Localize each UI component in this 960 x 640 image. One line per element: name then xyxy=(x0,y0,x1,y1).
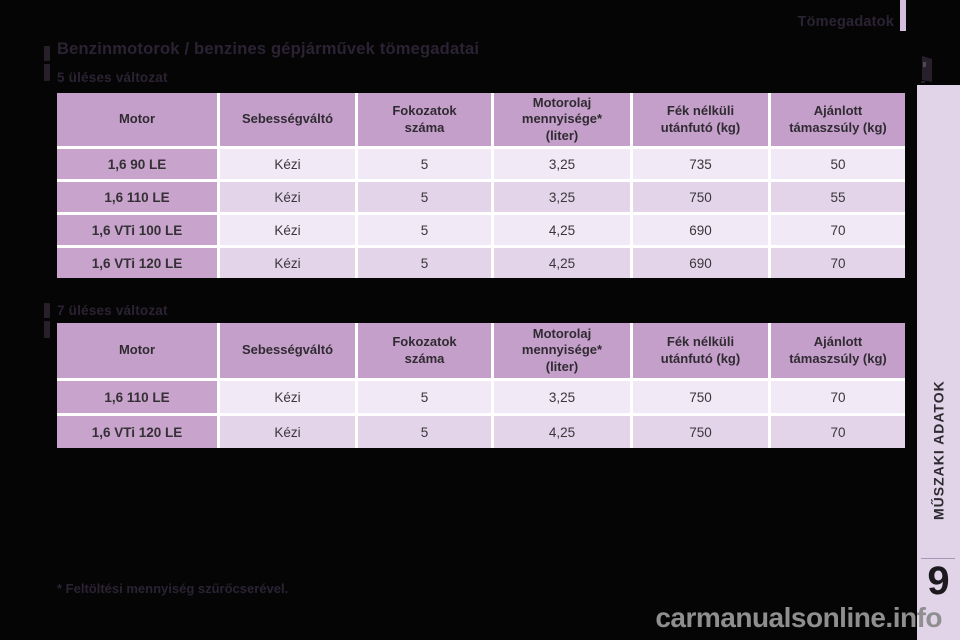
motor-label-cell: 1,6 110 LE xyxy=(57,182,217,212)
header-cell: Fokozatok száma xyxy=(358,93,491,146)
book-icon xyxy=(918,54,936,85)
value-cell: 70 xyxy=(771,215,905,245)
chapter-sidebar: MŰSZAKI ADATOK 9 xyxy=(917,85,960,640)
value-cell: 690 xyxy=(633,215,768,245)
value-cell: 750 xyxy=(633,182,768,212)
header-cell: Motorolaj mennyisége* (liter) xyxy=(494,93,630,146)
section-title-7-seat: 7 üléses változat xyxy=(57,303,168,318)
chapter-sidebar-label: MŰSZAKI ADATOK xyxy=(930,380,947,520)
value-cell: 70 xyxy=(771,416,905,448)
value-cell: 70 xyxy=(771,248,905,278)
header-cell: Ajánlott támaszsúly (kg) xyxy=(771,93,905,146)
value-cell: Kézi xyxy=(220,416,355,448)
value-cell: 5 xyxy=(358,215,491,245)
sidebar-divider xyxy=(921,558,955,559)
header-cell: Sebességváltó xyxy=(220,323,355,378)
value-cell: Kézi xyxy=(220,248,355,278)
section-title-5-seat: 5 üléses változat xyxy=(57,70,168,85)
page-title: Benzinmotorok / benzines gépjárművek töm… xyxy=(57,40,480,58)
section-ref-marker-icon xyxy=(42,303,51,338)
header-cell: Motor xyxy=(57,93,217,146)
value-cell: 5 xyxy=(358,149,491,179)
table-7-seat-variant: Motor Sebességváltó Fokozatok száma Motorol… xyxy=(57,323,905,448)
value-cell: 4,25 xyxy=(494,416,630,448)
value-cell: 70 xyxy=(771,381,905,413)
header-cell: Fék nélküli utánfutó (kg) xyxy=(633,323,768,378)
value-cell: 690 xyxy=(633,248,768,278)
header-cell: Fokozatok száma xyxy=(358,323,491,378)
value-cell: Kézi xyxy=(220,149,355,179)
value-cell: Kézi xyxy=(220,215,355,245)
value-cell: Kézi xyxy=(220,182,355,212)
header-cell: Motor xyxy=(57,323,217,378)
value-cell: 50 xyxy=(771,149,905,179)
motor-label-cell: 1,6 VTi 120 LE xyxy=(57,248,217,278)
value-cell: 750 xyxy=(633,416,768,448)
value-cell: 3,25 xyxy=(494,381,630,413)
value-cell: 5 xyxy=(358,248,491,278)
page-header-breadcrumb: Tömegadatok xyxy=(797,14,894,30)
header-cell: Fék nélküli utánfutó (kg) xyxy=(633,93,768,146)
value-cell: 5 xyxy=(358,416,491,448)
section-ref-marker-icon xyxy=(42,46,51,81)
value-cell: 4,25 xyxy=(494,215,630,245)
value-cell: 3,25 xyxy=(494,182,630,212)
motor-label-cell: 1,6 90 LE xyxy=(57,149,217,179)
value-cell: 750 xyxy=(633,381,768,413)
chapter-number: 9 xyxy=(927,558,950,603)
motor-label-cell: 1,6 110 LE xyxy=(57,381,217,413)
motor-label-cell: 1,6 VTi 100 LE xyxy=(57,215,217,245)
value-cell: 735 xyxy=(633,149,768,179)
value-cell: 3,25 xyxy=(494,149,630,179)
value-cell: 5 xyxy=(358,381,491,413)
header-cell: Motorolaj mennyisége* (liter) xyxy=(494,323,630,378)
motor-label-cell: 1,6 VTi 120 LE xyxy=(57,416,217,448)
watermark-text: carmanualsonline.info xyxy=(655,602,942,633)
value-cell: 55 xyxy=(771,182,905,212)
header-accent-bar xyxy=(900,0,906,31)
value-cell: Kézi xyxy=(220,381,355,413)
table-5-seat-variant: Motor Sebességváltó Fokozatok száma Motorol… xyxy=(57,93,905,278)
value-cell: 5 xyxy=(358,182,491,212)
footnote: * Feltöltési mennyiség szűrőcserével. xyxy=(57,581,289,596)
header-cell: Sebességváltó xyxy=(220,93,355,146)
value-cell: 4,25 xyxy=(494,248,630,278)
header-cell: Ajánlott támaszsúly (kg) xyxy=(771,323,905,378)
